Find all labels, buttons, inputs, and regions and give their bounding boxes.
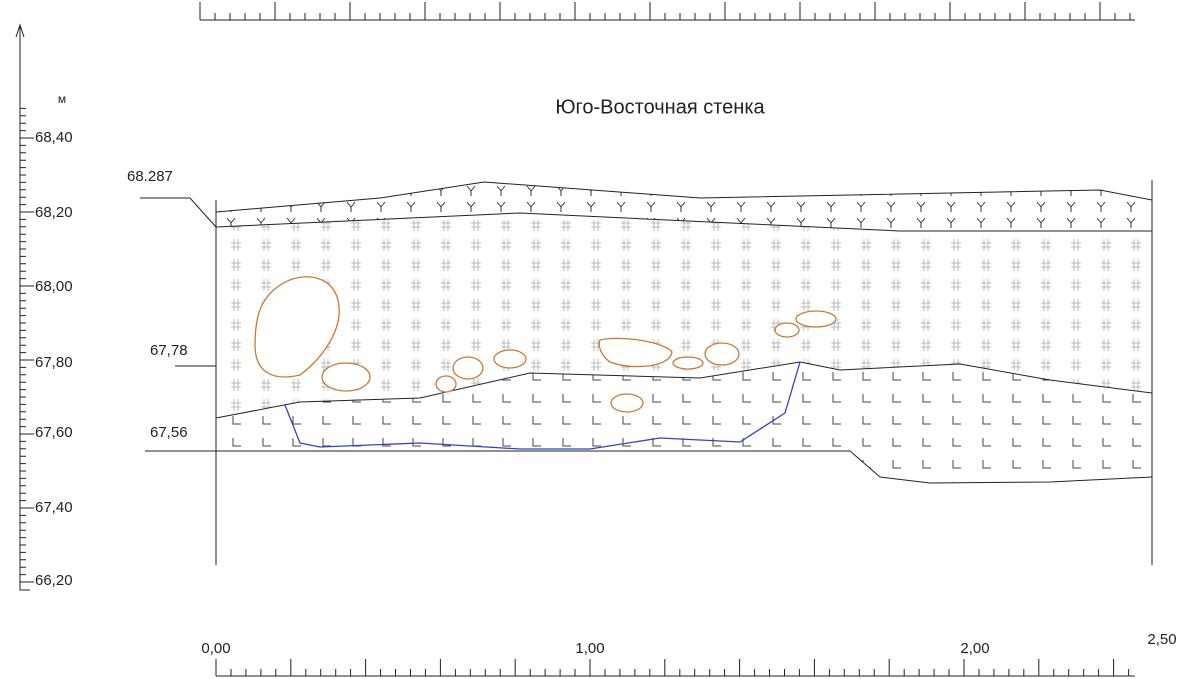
x-label: 0,00 (201, 640, 230, 657)
x-label: 2,00 (960, 640, 989, 657)
stones (254, 276, 837, 413)
level-label: 67,78 (150, 342, 188, 359)
x-label: 2,50 (1147, 631, 1176, 648)
level-label: 68.287 (127, 168, 173, 185)
y-label: 68,00 (35, 278, 73, 295)
rulers (15, 2, 1135, 677)
y-label: 67,60 (35, 424, 73, 441)
x-label: 1,00 (575, 640, 604, 657)
pit-outline (284, 361, 801, 450)
section-lines (140, 180, 1153, 565)
ruler-ticks (20, 2, 1131, 676)
y-label: 66,20 (35, 572, 73, 589)
y-label: 68,40 (35, 129, 73, 146)
y-label: 67,80 (35, 354, 73, 371)
title: Юго-Восточная стенка (555, 96, 765, 118)
level-label: 67,56 (150, 424, 188, 441)
unit-label: м (58, 92, 66, 106)
y-label: 67,40 (35, 499, 73, 516)
y-label: 68,20 (35, 204, 73, 221)
